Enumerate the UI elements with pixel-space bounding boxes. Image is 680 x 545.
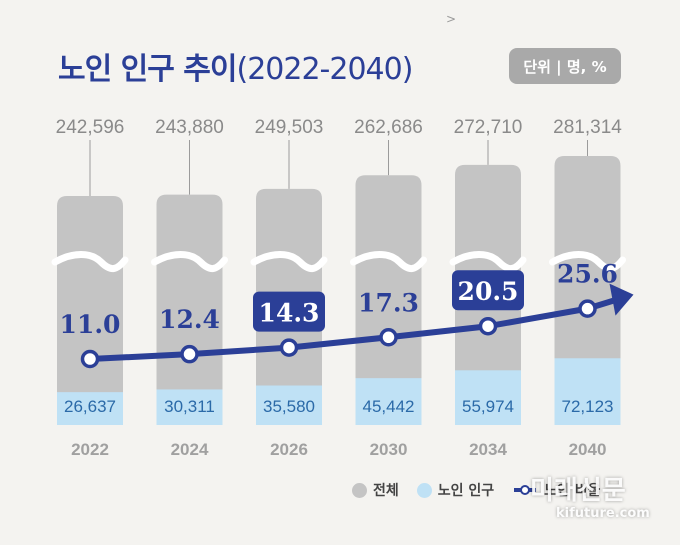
ratio-point: [478, 316, 498, 336]
legend: 전체 노인 인구 노인 비율: [352, 480, 601, 500]
elderly-value-label: 30,311: [164, 397, 215, 416]
ratio-point: [279, 338, 299, 357]
legend-swatch-total: [352, 482, 367, 498]
ratio-highlight-box: [253, 291, 325, 332]
axis-break-wave: [350, 251, 427, 272]
category-label: 2034: [469, 440, 507, 459]
elderly-bar: [256, 385, 322, 425]
legend-item-ratio: 노인 비율: [512, 480, 601, 500]
legend-swatch-elderly: [416, 482, 432, 498]
ratio-point: [180, 344, 199, 364]
axis-break-wave: [549, 251, 626, 272]
chart-title: 노인 인구 추이(2022-2040): [58, 44, 414, 88]
category-label: 2040: [569, 440, 607, 459]
legend-label-elderly: 노인 인구: [437, 483, 495, 499]
elderly-bar: [554, 358, 621, 425]
ratio-value-label: 25.6: [557, 260, 618, 289]
legend-label-total: 전체: [373, 483, 399, 499]
ratio-line-arrowhead: [609, 283, 634, 316]
total-value-label: 242,596: [56, 117, 125, 138]
axis-break-wave: [250, 251, 328, 272]
elderly-bar: [57, 392, 123, 425]
elderly-value-label: 45,442: [363, 397, 415, 416]
total-bar: [554, 156, 621, 425]
total-value-label: 272,710: [454, 117, 523, 138]
ratio-value-label: 14.3: [259, 299, 320, 328]
elderly-bar: [355, 378, 422, 425]
category-label: 2022: [71, 440, 109, 459]
ratio-point: [379, 328, 398, 347]
legend-swatch-ratio: [514, 485, 537, 495]
elderly-value-label: 72,123: [562, 397, 614, 416]
elderly-value-label: 55,974: [462, 397, 514, 416]
total-value-label: 262,686: [354, 117, 423, 138]
legend-item-total: 전체: [352, 480, 399, 500]
ratio-point: [578, 299, 597, 318]
watermark-url: kifuture.com: [556, 506, 650, 521]
category-label: 2026: [270, 440, 308, 459]
total-bar: [355, 175, 422, 425]
legend-label-ratio: 노인 비율: [544, 483, 601, 499]
category-label: 2024: [171, 440, 209, 459]
elderly-bar: [455, 370, 521, 425]
total-value-label: 243,880: [155, 117, 224, 138]
total-value-label: 249,503: [255, 117, 324, 138]
ratio-value-label: 11.0: [60, 310, 121, 339]
ratio-highlight-box: [452, 270, 524, 311]
unit-badge: 단위 | 명, %: [509, 48, 621, 84]
watermark-logo: 미래신문: [530, 476, 626, 506]
elderly-bar: [156, 389, 223, 425]
axis-break-wave: [51, 251, 129, 272]
ratio-value-label: 17.3: [358, 288, 419, 317]
total-value-label: 281,314: [553, 117, 622, 138]
chart-title-period: (2022-2040): [236, 52, 414, 87]
elderly-value-label: 35,580: [263, 397, 315, 416]
axis-break-wave: [449, 251, 527, 272]
ratio-value-label: 12.4: [159, 305, 220, 334]
arrow-glyph: >: [446, 12, 457, 26]
ratio-value-label: 20.5: [458, 277, 519, 306]
axis-break-wave: [151, 251, 228, 272]
ratio-point: [80, 349, 100, 369]
elderly-value-label: 26,637: [64, 397, 116, 416]
chart-title-text: 노인 인구 추이: [58, 52, 237, 87]
legend-item-elderly: 노인 인구: [416, 480, 495, 500]
category-label: 2030: [370, 440, 408, 459]
